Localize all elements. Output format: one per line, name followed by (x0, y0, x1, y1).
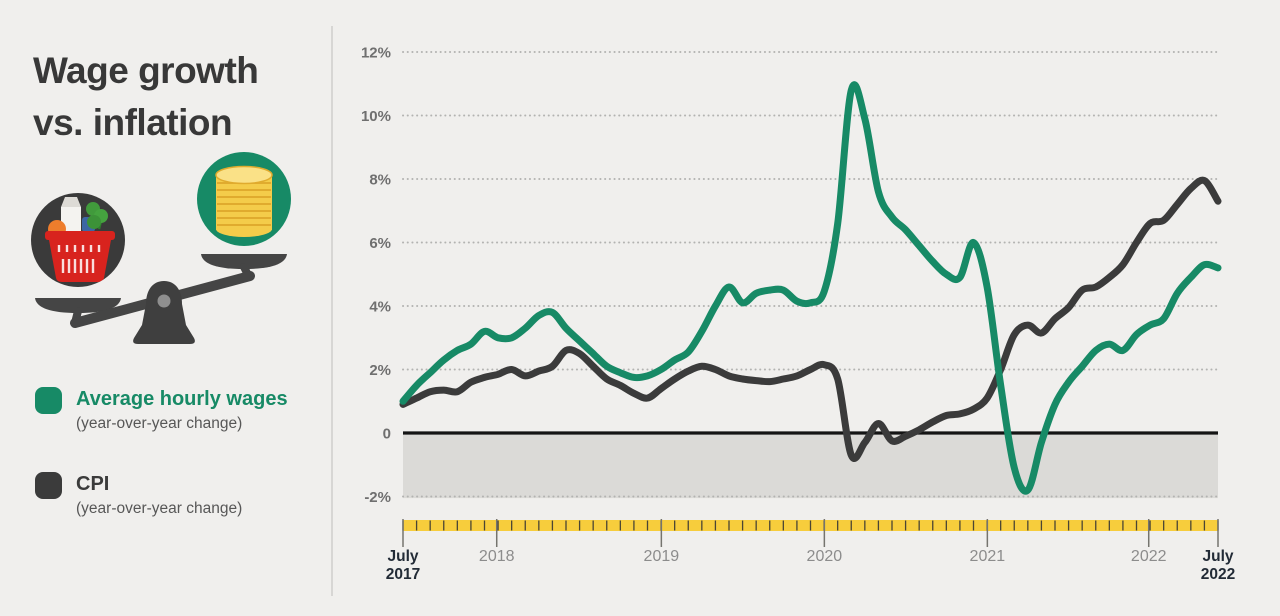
cpi-legend-label: CPI (76, 473, 110, 495)
x-axis-label: 2020 (807, 548, 843, 565)
negative-band (403, 434, 1218, 499)
page-title: Wage growth vs. inflation (33, 45, 259, 149)
y-axis-label: -2% (364, 489, 391, 506)
title-line-2: vs. inflation (33, 101, 233, 143)
cpi-color-swatch (35, 472, 62, 499)
y-axis-label: 2% (369, 362, 391, 379)
wages-legend-label: Average hourly wages (76, 388, 288, 410)
y-axis-label: 4% (369, 299, 391, 316)
title-line-1: Wage growth (33, 49, 259, 91)
y-axis-label: 10% (361, 108, 391, 125)
panel-divider (331, 26, 333, 596)
y-axis-label: 0 (383, 426, 391, 443)
legend: Average hourly wages (year-over-year cha… (35, 386, 288, 556)
x-axis-label: 2021 (970, 548, 1006, 565)
x-axis-label: July 2017 (386, 548, 420, 583)
left-scale-pan (35, 298, 121, 313)
cpi-line (399, 176, 1222, 462)
y-axis-label: 8% (369, 172, 391, 189)
wages-color-swatch (35, 387, 62, 414)
legend-item-wages: Average hourly wages (year-over-year cha… (35, 386, 288, 433)
x-axis-label: 2019 (644, 548, 680, 565)
x-axis-label: 2022 (1131, 548, 1167, 565)
cpi-legend-sublabel: (year-over-year change) (76, 500, 243, 517)
grocery-basket-icon (45, 197, 115, 282)
wages-legend-sublabel: (year-over-year change) (76, 415, 243, 432)
pivot-dot-icon (157, 294, 171, 308)
coin-stack-icon (215, 165, 273, 237)
x-axis-label: 2018 (479, 548, 515, 565)
wages-line (399, 81, 1222, 495)
legend-item-cpi: CPI (year-over-year change) (35, 471, 288, 518)
x-axis-label: July 2022 (1201, 548, 1235, 583)
y-axis-label: 6% (369, 235, 391, 252)
y-axis-label: 12% (361, 45, 391, 62)
scale-fulcrum (133, 281, 195, 344)
right-scale-pan (201, 254, 287, 269)
balance-scale-illustration (31, 152, 291, 344)
